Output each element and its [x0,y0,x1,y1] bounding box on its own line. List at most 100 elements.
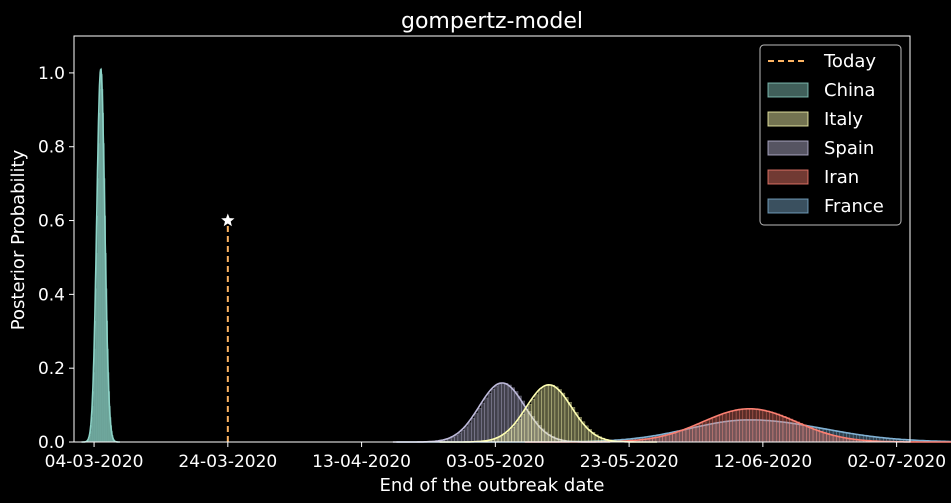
hist-bar-spain [497,383,502,443]
y-tick-label: 0.2 [38,359,65,379]
hist-bar-iran [662,435,667,443]
x-tick-label: 03-05-2020 [446,452,545,472]
hist-bar-iran [682,429,687,443]
legend-patch-iran [767,169,809,185]
hist-bar-iran [658,436,663,443]
legend-label-china: China [824,80,875,101]
hist-bar-italy [527,403,532,443]
hist-bar-iran [709,418,713,443]
hist-bar-iran [729,411,734,443]
x-tick-label: 04-03-2020 [45,452,144,472]
hist-bar-italy [544,385,549,443]
hist-bar-italy [511,427,515,443]
legend-label-iran: Iran [824,167,859,188]
hist-bar-iran [705,420,710,443]
y-tick-label: 1.0 [38,64,65,84]
today-layer [221,213,235,442]
legend-patch-spain [767,140,809,156]
hist-bar-italy [507,430,512,443]
hist-bar-spain [454,435,459,443]
hist-bar-italy [514,423,519,443]
legend-label-france: France [824,196,884,217]
hist-bar-italy [517,418,522,443]
hist-bar-iran [732,410,737,443]
hist-bar-iran [665,435,670,443]
hist-bar-iran [699,423,703,443]
hist-bar-iran [809,427,814,443]
hist-bar-iran [762,409,767,443]
x-axis-label: End of the outbreak date [379,475,604,496]
hist-bar-iran [722,413,727,443]
y-axis-ticks: 0.0 0.2 0.4 0.6 0.8 1.0 [38,64,74,453]
hist-bar-spain [471,418,475,443]
hist-bar-spain [464,426,469,443]
hist-bar-iran [769,411,774,443]
hist-bar-iran [752,408,757,443]
hist-bar-iran [782,416,787,443]
hist-bar-italy [567,401,572,443]
hist-bar-iran [725,412,730,443]
series-china [81,67,120,443]
chart-title: gompertz-model [401,9,583,34]
hist-bar-iran [685,428,690,443]
x-tick-label: 24-03-2020 [178,452,277,472]
hist-bar-italy [531,399,536,443]
hist-bar-italy [504,433,509,443]
legend: Today China Italy Spain Iran France [759,44,902,226]
hist-bar-spain [494,385,499,443]
hist-bar-iran [739,409,744,443]
legend-label-today: Today [823,51,876,72]
hist-bar-iran [765,410,770,443]
hist-bar-iran [689,427,693,443]
today-star-marker [221,213,235,227]
hist-bar-spain [491,388,495,443]
hist-bar-iran [806,425,810,443]
hist-bar-iran [775,413,780,443]
density-curve-china [81,67,120,443]
hist-bar-italy [524,409,529,443]
hist-bar-iran [702,421,707,443]
hist-bar-iran [779,414,784,443]
hist-bar-italy [521,414,526,443]
hist-bar-italy [541,387,546,443]
hist-bar-iran [675,432,680,443]
hist-bar-iran [755,408,760,443]
hist-bar-iran [799,423,804,443]
hist-bar-iran [802,424,807,443]
hist-bar-italy [534,394,539,443]
series-italy [439,383,658,443]
hist-bar-spain [487,392,492,443]
hist-bar-spain [467,422,472,443]
hist-bar-italy [551,384,556,443]
hist-bar-iran [759,409,764,443]
hist-bar-iran [679,430,683,443]
hist-bar-italy [537,390,542,443]
hist-bar-spain [477,408,482,443]
hist-bar-iran [772,412,777,443]
hist-bar-iran [712,417,717,443]
hist-bar-spain [484,397,489,443]
hist-bar-iran [668,434,673,443]
legend-label-italy: Italy [824,109,863,130]
hist-bar-spain [460,429,465,443]
hist-bar-spain [457,432,462,443]
hist-bar-spain [481,402,485,443]
hist-bar-iran [735,409,740,443]
hist-bar-iran [796,421,800,443]
series-layer [81,67,951,443]
hist-bar-spain [474,413,479,443]
x-tick-label: 12-06-2020 [713,452,812,472]
hist-bar-iran [695,424,700,443]
y-tick-label: 0.8 [38,138,65,158]
x-tick-label: 02-07-2020 [847,452,946,472]
hist-bar-italy [557,389,562,443]
y-tick-label: 0.0 [38,433,65,453]
hist-bar-iran [749,408,754,443]
series-france [396,419,951,443]
y-axis-label: Posterior Probability [8,149,29,330]
hist-bar-italy [554,386,559,443]
hist-bar-iran [715,416,720,443]
hist-bar-italy [561,392,566,443]
x-tick-label: 23-05-2020 [580,452,679,472]
